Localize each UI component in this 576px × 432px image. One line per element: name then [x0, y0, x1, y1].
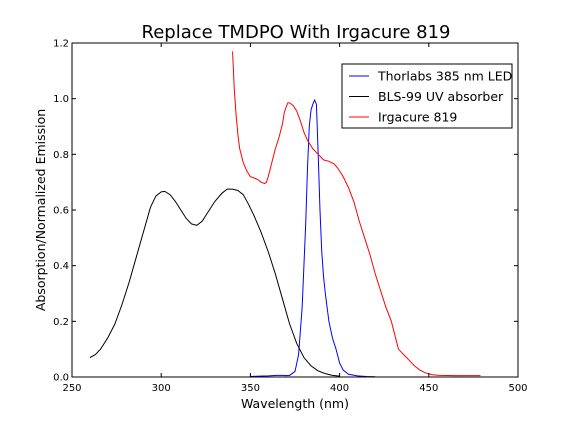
x-axis-ticks: 250 300 350 400 450 500: [62, 43, 528, 394]
x-axis-label: Wavelength (nm): [241, 396, 349, 411]
y-tick-label: 0.6: [53, 206, 69, 217]
legend-label-0: Thorlabs 385 nm LED: [377, 69, 512, 84]
legend-box: [341, 63, 513, 129]
y-tick-label: 0.4: [53, 261, 69, 272]
x-tick-label: 450: [419, 383, 438, 394]
x-tick-label: 400: [330, 383, 349, 394]
x-tick-label: 250: [62, 383, 81, 394]
chart-title: Replace TMDPO With Irgacure 819: [142, 22, 451, 43]
y-tick-label: 0.2: [53, 317, 69, 328]
y-tick-label: 0.8: [53, 150, 69, 161]
series-line-2: [232, 51, 481, 377]
series-line-0: [250, 98, 376, 378]
legend-label-1: BLS-99 UV absorber: [378, 89, 504, 104]
plot-series: [89, 51, 481, 378]
y-tick-label: 1.0: [53, 94, 69, 105]
y-axis-ticks: 0.0 0.2 0.4 0.6 0.8 1.0 1.2: [53, 39, 518, 384]
x-tick-label: 350: [241, 383, 260, 394]
y-tick-label: 1.2: [53, 39, 69, 50]
y-tick-label: 0.0: [53, 373, 69, 384]
series-line-1: [89, 188, 340, 377]
legend: Thorlabs 385 nm LED BLS-99 UV absorber Irg…: [341, 63, 513, 129]
y-axis-label: Absorption/Normalized Emission: [33, 109, 48, 311]
legend-label-2: Irgacure 819: [378, 110, 457, 125]
x-tick-label: 500: [508, 383, 527, 394]
x-tick-label: 300: [152, 383, 171, 394]
